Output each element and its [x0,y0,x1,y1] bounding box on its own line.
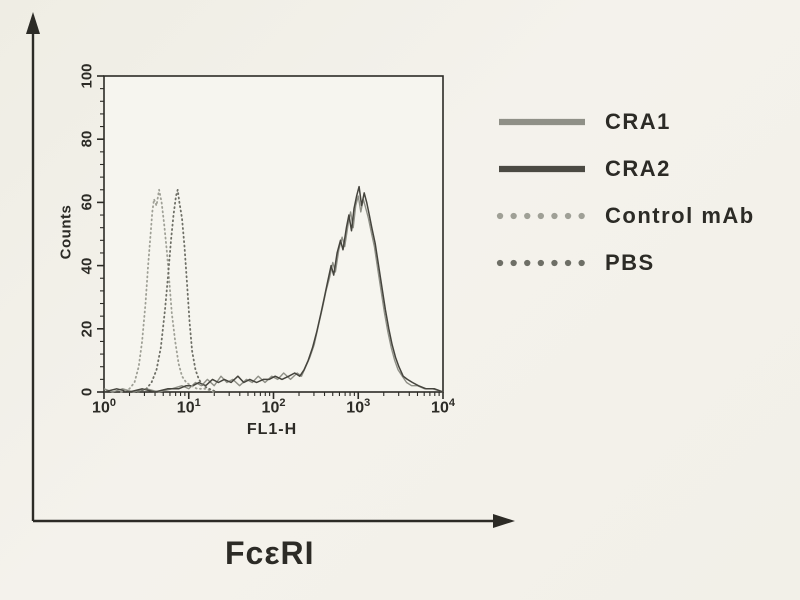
plot-frame [103,75,444,393]
x-tick-label: 103 [346,397,371,417]
control-mab-dotted-swatch-icon [496,212,588,219]
figure-axis-label-fceri: FcεRI [225,535,315,571]
series-curve-cra2 [103,185,444,393]
y-tick-label: 100 [78,63,96,89]
x-tick-label: 101 [176,397,201,417]
legend-label-cra1: CRA1 [605,108,671,134]
cra2-line-swatch-icon [499,165,585,172]
legend-label-cra2: CRA2 [605,155,671,181]
x-tick-label: 104 [431,397,455,417]
legend-item-cra1: CRA1 [496,98,755,145]
x-tick-label: 100 [92,397,116,417]
legend-item-cra2: CRA2 [496,145,755,192]
x-axis-arrowhead-icon [493,514,515,528]
y-tick-label: 80 [78,130,96,148]
x-axis-title: FL1-H [246,421,298,438]
y-tick-label: 0 [78,387,96,397]
y-axis-arrowhead-icon [26,12,40,34]
pbs-dotted-swatch-icon [496,259,588,266]
legend-label-pbs: PBS [605,249,655,275]
y-tick-label: 60 [78,194,96,211]
legend-label-control-mab: Control mAb [605,202,755,228]
legend: CRA1 CRA2 Control mAb PBS [496,98,755,286]
y-tick-label: 20 [78,320,96,338]
series-curve-control-mab [120,188,216,393]
cra1-line-swatch-icon [499,118,585,125]
y-tick-label: 40 [78,257,96,274]
legend-item-pbs: PBS [496,239,755,286]
legend-item-control-mab: Control mAb [496,192,755,239]
y-axis-title: Counts [57,204,75,260]
x-tick-label: 102 [261,397,286,417]
